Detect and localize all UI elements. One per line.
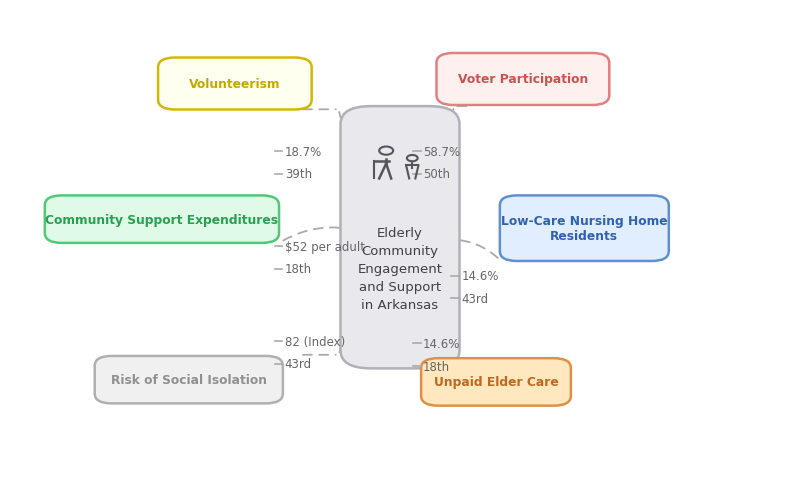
Text: Community Support Expenditures: Community Support Expenditures (46, 213, 278, 226)
Text: Elderly
Community
Engagement
and Support
in Arkansas: Elderly Community Engagement and Support… (358, 227, 442, 312)
Text: 18.7%: 18.7% (285, 145, 322, 158)
FancyBboxPatch shape (421, 359, 571, 406)
Text: 14.6%: 14.6% (462, 270, 499, 283)
Text: 82 (Index): 82 (Index) (285, 335, 345, 348)
Text: Voter Participation: Voter Participation (458, 73, 588, 86)
FancyBboxPatch shape (158, 59, 312, 110)
Text: 18th: 18th (423, 360, 450, 373)
Text: 14.6%: 14.6% (423, 337, 461, 350)
FancyBboxPatch shape (94, 356, 283, 404)
Text: 39th: 39th (285, 168, 312, 181)
FancyBboxPatch shape (500, 196, 669, 262)
Text: 43rd: 43rd (462, 292, 489, 305)
FancyBboxPatch shape (341, 107, 459, 369)
Text: 18th: 18th (285, 263, 312, 276)
Text: 43rd: 43rd (285, 358, 312, 371)
Text: $52 per adult: $52 per adult (285, 240, 365, 253)
Text: Risk of Social Isolation: Risk of Social Isolation (110, 373, 267, 386)
Text: 58.7%: 58.7% (423, 145, 460, 158)
Text: 50th: 50th (423, 168, 450, 181)
Text: Unpaid Elder Care: Unpaid Elder Care (434, 376, 558, 389)
Text: Volunteerism: Volunteerism (189, 78, 281, 91)
FancyBboxPatch shape (45, 196, 279, 243)
Text: Low-Care Nursing Home
Residents: Low-Care Nursing Home Residents (501, 215, 668, 243)
FancyBboxPatch shape (437, 54, 610, 106)
